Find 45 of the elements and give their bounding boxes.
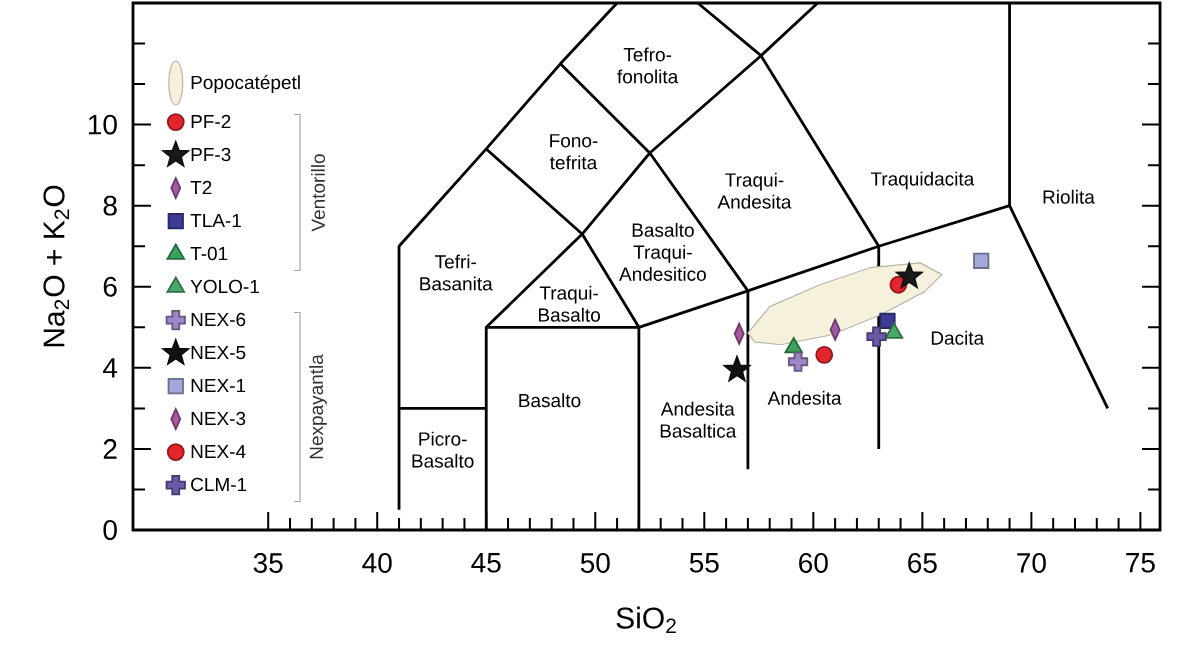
legend-label: NEX-3 bbox=[191, 411, 246, 426]
x-tick-label: 70 bbox=[1017, 553, 1046, 573]
x-tick-label: 55 bbox=[689, 553, 719, 573]
legend-label: NEX-4 bbox=[191, 444, 246, 459]
y-tick-label: 8 bbox=[103, 195, 117, 216]
annotation: Traquidacita bbox=[870, 171, 975, 190]
legend-label: PF-3 bbox=[191, 147, 231, 162]
y-tick-label: 4 bbox=[102, 358, 118, 378]
y-tick-label: 6 bbox=[103, 276, 117, 297]
legend-label: NEX-1 bbox=[191, 378, 246, 393]
annotation: Fono-tefrita bbox=[549, 134, 598, 170]
annotation: Andesita bbox=[767, 390, 842, 405]
annotation: Traqui-Andesita bbox=[717, 172, 792, 209]
legend-label: Popocatépetl bbox=[191, 74, 300, 93]
x-tick-label: 60 bbox=[799, 553, 828, 573]
legend-label: YOLO-1 bbox=[190, 279, 259, 294]
y-axis-title: Na$_{2}$O + K$_{2}$O bbox=[43, 185, 70, 347]
annotation: Basalto Traqui-Andesitico bbox=[619, 222, 706, 281]
x-tick-label: 50 bbox=[580, 553, 610, 573]
x-axis-title: SiO$_{2}$ bbox=[616, 606, 676, 634]
y-tick-label: 10 bbox=[88, 114, 117, 135]
x-tick-label: 75 bbox=[1126, 553, 1155, 573]
x-tick-label: 65 bbox=[908, 553, 937, 573]
legend-label: TLA-1 bbox=[190, 213, 241, 228]
annotation: Basalto bbox=[519, 393, 581, 408]
annotation: Picro-Basalto bbox=[412, 431, 474, 468]
legend-label: CLM-1 bbox=[191, 477, 247, 492]
annotation: Tefro-fonolita bbox=[617, 47, 679, 84]
x-tick-label: 35 bbox=[253, 553, 283, 573]
annotation: Andesita Basaltica bbox=[660, 401, 737, 438]
y-tick-label: 0 bbox=[103, 520, 117, 540]
annotation: Dacita bbox=[931, 330, 985, 345]
annotation: Traqui-Basalto bbox=[538, 285, 600, 322]
annotation: Nexpayantla bbox=[309, 354, 327, 459]
annotation: Tefri-Basanita bbox=[420, 254, 493, 291]
x-tick-label: 40 bbox=[362, 553, 392, 573]
legend-label: T-01 bbox=[190, 246, 228, 261]
annotation: Riolita bbox=[1043, 189, 1095, 204]
x-tick-label: 45 bbox=[471, 553, 501, 573]
y-tick-label: 2 bbox=[103, 439, 117, 459]
legend-label: T2 bbox=[190, 180, 212, 195]
legend-label: NEX-6 bbox=[191, 312, 246, 327]
legend-label: PF-2 bbox=[191, 114, 231, 129]
legend-label: NEX-5 bbox=[191, 345, 246, 360]
annotation: Ventorillo bbox=[311, 154, 325, 232]
